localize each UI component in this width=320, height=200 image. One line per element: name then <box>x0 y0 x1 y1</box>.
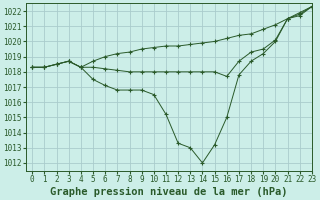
X-axis label: Graphe pression niveau de la mer (hPa): Graphe pression niveau de la mer (hPa) <box>50 186 288 197</box>
